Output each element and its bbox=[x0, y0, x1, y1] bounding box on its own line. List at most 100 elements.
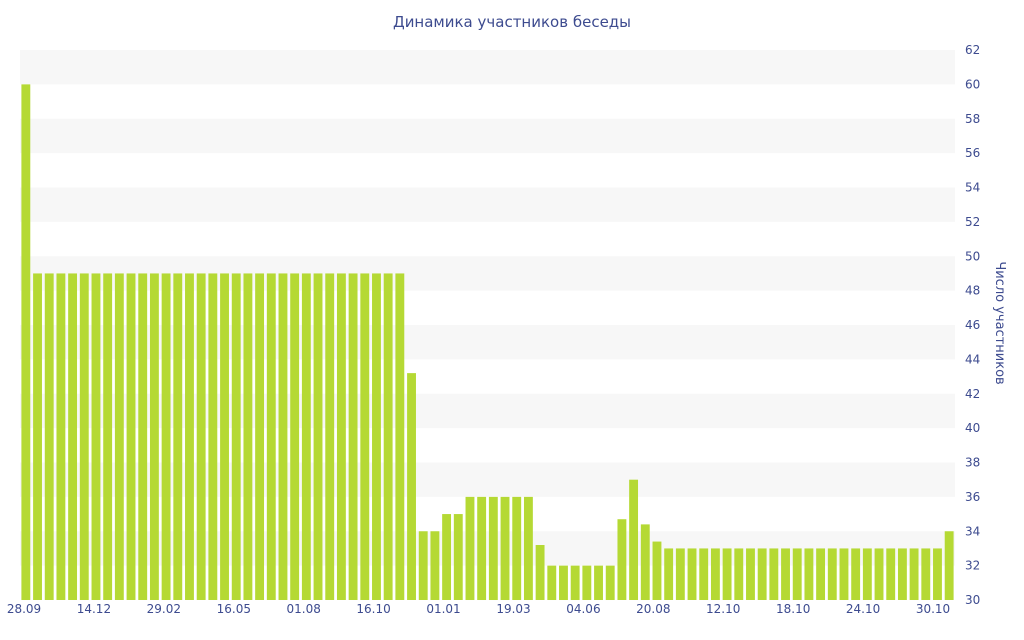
y-tick-label: 40 bbox=[965, 421, 980, 435]
bar bbox=[559, 565, 568, 601]
grid-band bbox=[20, 50, 955, 85]
bar bbox=[208, 273, 218, 600]
bar bbox=[582, 565, 592, 601]
x-axis: 28.09 14.12 29.02 16.05 01.08 16.10 01.01 19.03… bbox=[7, 602, 950, 616]
bar bbox=[266, 273, 276, 600]
y-tick-label: 44 bbox=[965, 352, 980, 366]
bar bbox=[138, 273, 148, 600]
bar bbox=[243, 273, 253, 600]
bar bbox=[500, 496, 510, 601]
bar bbox=[161, 273, 171, 600]
bar bbox=[185, 273, 194, 600]
x-tick-label: 24.10 bbox=[846, 602, 880, 616]
bar bbox=[886, 548, 896, 600]
bar bbox=[710, 548, 720, 600]
bar bbox=[477, 496, 487, 601]
bar bbox=[804, 548, 814, 600]
bar bbox=[512, 496, 522, 601]
bar bbox=[68, 273, 78, 600]
bar bbox=[33, 273, 42, 600]
grid-band bbox=[20, 393, 955, 429]
bar bbox=[839, 548, 849, 600]
bar bbox=[21, 84, 31, 601]
y-tick-label: 58 bbox=[965, 112, 980, 126]
bar bbox=[313, 273, 323, 600]
bar bbox=[196, 273, 206, 600]
bar bbox=[173, 273, 183, 600]
bar bbox=[687, 548, 697, 600]
bar bbox=[570, 565, 580, 601]
bar bbox=[629, 479, 639, 600]
x-tick-label: 16.05 bbox=[217, 602, 251, 616]
y-tick-label: 48 bbox=[965, 284, 980, 298]
x-tick-label: 01.01 bbox=[426, 602, 460, 616]
grid-bands bbox=[20, 50, 955, 566]
y-tick-label: 42 bbox=[965, 387, 980, 401]
x-tick-label: 12.10 bbox=[706, 602, 740, 616]
bar bbox=[360, 273, 370, 600]
bar bbox=[594, 565, 603, 601]
x-tick-label: 04.06 bbox=[566, 602, 600, 616]
x-tick-label: 20.08 bbox=[636, 602, 670, 616]
x-tick-label: 28.09 bbox=[7, 602, 41, 616]
x-tick-label: 01.08 bbox=[287, 602, 321, 616]
bar bbox=[442, 514, 452, 600]
bar bbox=[862, 548, 872, 600]
bar bbox=[488, 496, 498, 601]
bar bbox=[675, 548, 685, 600]
x-tick-label: 16.10 bbox=[356, 602, 390, 616]
bar bbox=[301, 273, 311, 600]
bar bbox=[734, 548, 744, 600]
grid-band bbox=[20, 325, 955, 360]
y-axis-label: Число участников bbox=[992, 261, 1007, 384]
bar bbox=[325, 273, 335, 600]
bar bbox=[640, 524, 650, 601]
y-tick-label: 60 bbox=[965, 77, 980, 91]
bar bbox=[781, 548, 790, 600]
bar bbox=[746, 548, 755, 600]
bar bbox=[523, 496, 533, 601]
bar bbox=[372, 273, 381, 600]
bar bbox=[220, 273, 229, 600]
y-tick-label: 52 bbox=[965, 215, 980, 229]
bar bbox=[792, 548, 802, 600]
x-tick-label: 29.02 bbox=[147, 602, 181, 616]
bar bbox=[851, 548, 861, 600]
bar bbox=[897, 548, 907, 600]
bar bbox=[407, 373, 416, 600]
bar bbox=[874, 548, 884, 600]
bar bbox=[44, 273, 54, 600]
x-tick-label: 14.12 bbox=[77, 602, 111, 616]
bar bbox=[816, 548, 826, 600]
bar bbox=[91, 273, 101, 600]
bar bbox=[827, 548, 837, 600]
bar bbox=[944, 531, 954, 600]
bar bbox=[290, 273, 300, 600]
bar bbox=[430, 531, 440, 600]
bar bbox=[921, 548, 931, 600]
x-tick-label: 30.10 bbox=[916, 602, 950, 616]
bar bbox=[79, 273, 89, 600]
bar bbox=[617, 519, 627, 600]
bar bbox=[103, 273, 113, 600]
bar bbox=[126, 273, 136, 600]
grid-band bbox=[20, 462, 955, 497]
bar bbox=[909, 548, 919, 600]
bar bbox=[699, 548, 709, 600]
y-tick-label: 56 bbox=[965, 146, 980, 160]
bar bbox=[348, 273, 358, 600]
y-tick-label: 30 bbox=[965, 593, 980, 607]
y-tick-label: 46 bbox=[965, 318, 980, 332]
y-tick-label: 36 bbox=[965, 490, 980, 504]
x-tick-label: 19.03 bbox=[496, 602, 530, 616]
bar bbox=[418, 531, 428, 600]
y-tick-label: 38 bbox=[965, 456, 980, 470]
bar bbox=[149, 273, 159, 600]
bar bbox=[383, 273, 393, 600]
bar bbox=[395, 273, 405, 600]
bar bbox=[255, 273, 265, 600]
bar bbox=[605, 565, 615, 601]
bar bbox=[453, 514, 463, 600]
chart-title: Динамика участников беседы bbox=[392, 13, 632, 31]
